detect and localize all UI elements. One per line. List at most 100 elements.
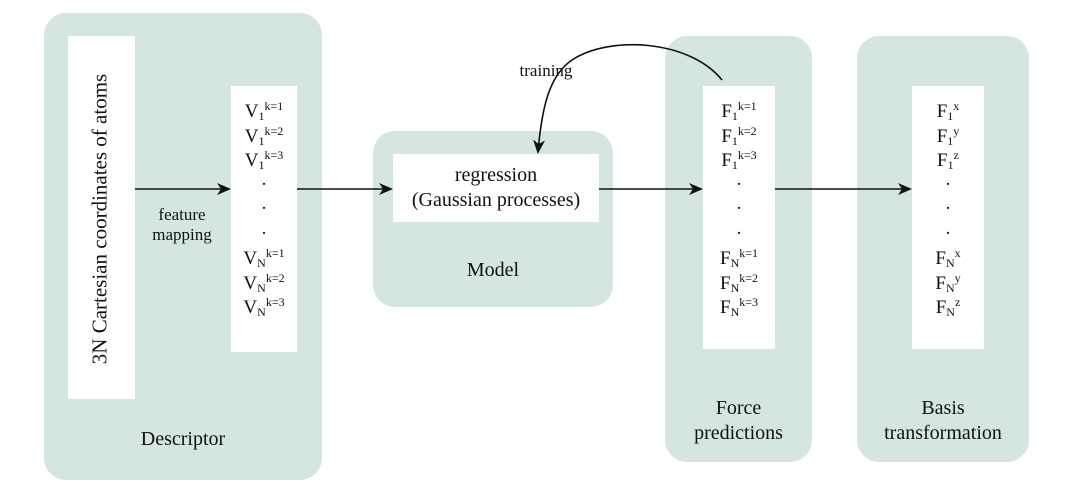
force-vector-ellipsis-dot: . bbox=[736, 217, 742, 239]
descriptor-vector-superscript: k=1 bbox=[265, 246, 285, 260]
basis-vector-superscript: z bbox=[953, 148, 959, 162]
force-vector-superscript: k=1 bbox=[739, 246, 759, 260]
basis-vector-symbol: F bbox=[936, 101, 948, 122]
descriptor-vector-superscript: k=1 bbox=[264, 99, 284, 113]
coordinates-input-box bbox=[68, 36, 135, 399]
force-vector-component: FNk=2 bbox=[719, 266, 759, 295]
feature-mapping-line2: mapping bbox=[152, 225, 212, 244]
descriptor-vector-subscript: N bbox=[257, 305, 266, 319]
basis-vector-ellipsis-dot: . bbox=[945, 217, 951, 239]
basis-vector-symbol: F bbox=[936, 125, 948, 147]
descriptor-vector-symbol: V bbox=[243, 248, 258, 269]
descriptor-vector-symbol: V bbox=[244, 125, 259, 147]
basis-vector-ellipsis-dot: . bbox=[945, 168, 951, 190]
basis-vector-subscript: N bbox=[945, 280, 955, 295]
force-vector-ellipsis-dot: . bbox=[736, 193, 742, 214]
feature-mapping-line1: feature bbox=[158, 205, 206, 224]
force-vector-subscript: N bbox=[730, 305, 740, 319]
descriptor-vector-component: V1k=2 bbox=[244, 119, 284, 148]
basis-vector-ellipsis-dot: . bbox=[945, 193, 951, 214]
force-vector-subscript: 1 bbox=[731, 133, 738, 148]
descriptor-vector-superscript: k=2 bbox=[265, 270, 285, 285]
force-vector-symbol: F bbox=[719, 248, 731, 269]
basis-vector-component: F1y bbox=[936, 119, 960, 148]
basis-vector-superscript: x bbox=[954, 246, 961, 260]
basis-vector-component: F1x bbox=[936, 94, 960, 123]
descriptor-vector-component: VNk=2 bbox=[243, 266, 285, 295]
force-vector-component: F1k=2 bbox=[721, 119, 757, 148]
descriptor-vector-ellipsis-dot: . bbox=[261, 168, 267, 190]
basis-vector: F1x F1y F1z... FNx FNy FNz bbox=[912, 94, 984, 319]
model-title: Model bbox=[466, 259, 520, 281]
force-vector-superscript: k=3 bbox=[737, 148, 757, 162]
force-vector-superscript: k=3 bbox=[739, 295, 759, 309]
force-vector-symbol: F bbox=[719, 272, 731, 294]
basis-vector-symbol: F bbox=[935, 272, 946, 294]
basis-vector-component: FNx bbox=[935, 241, 961, 270]
descriptor-vector-box bbox=[231, 86, 297, 352]
basis-vector-superscript: y bbox=[953, 123, 960, 138]
descriptor-vector-symbol: V bbox=[243, 272, 258, 294]
force-vector-box bbox=[703, 86, 775, 349]
descriptor-vector-subscript: 1 bbox=[258, 109, 265, 123]
descriptor-vector-component: V1k=1 bbox=[244, 94, 284, 123]
descriptor-vector-symbol: V bbox=[244, 101, 259, 122]
force-vector-symbol: F bbox=[721, 125, 732, 147]
force-vector-subscript: 1 bbox=[731, 158, 738, 172]
force-vector-component: FNk=1 bbox=[719, 241, 759, 270]
basis-vector-subscript: 1 bbox=[947, 158, 954, 172]
regression-line1: regression bbox=[454, 164, 538, 186]
descriptor-vector-component: VNk=3 bbox=[243, 290, 285, 319]
descriptor-title: Descriptor bbox=[140, 428, 226, 450]
descriptor-vector-symbol: V bbox=[243, 297, 258, 318]
descriptor-vector-subscript: 1 bbox=[258, 158, 265, 172]
basis-vector-symbol: F bbox=[937, 150, 948, 171]
basis-vector-subscript: N bbox=[946, 305, 955, 319]
basis-vector-superscript: y bbox=[954, 270, 961, 285]
training-label: training bbox=[519, 61, 573, 80]
descriptor-vector-superscript: k=3 bbox=[265, 295, 285, 309]
force-vector-subscript: N bbox=[730, 256, 740, 270]
descriptor-vector-ellipsis-dot: . bbox=[261, 217, 267, 239]
force-vector-superscript: k=2 bbox=[739, 270, 759, 285]
descriptor-vector-component: VNk=1 bbox=[243, 241, 285, 270]
descriptor-vector-superscript: k=3 bbox=[264, 148, 284, 162]
force-vector-component: F1k=1 bbox=[721, 94, 757, 123]
basis-vector-subscript: N bbox=[945, 256, 955, 270]
basis-vector-box bbox=[912, 86, 984, 349]
basis-vector-component: F1z bbox=[937, 143, 959, 172]
feature-mapping-label: feature mapping bbox=[141, 205, 223, 245]
force-title-line2: predictions bbox=[694, 422, 783, 444]
basis-vector-superscript: x bbox=[953, 99, 960, 113]
basis-transformation-title: Basis transformation bbox=[857, 396, 1029, 446]
basis-title-line2: transformation bbox=[884, 422, 1002, 444]
training-feedback-arrow bbox=[533, 43, 723, 154]
basis-vector-symbol: F bbox=[935, 297, 947, 318]
basis-vector-subscript: 1 bbox=[947, 133, 954, 148]
basis-vector-symbol: F bbox=[935, 248, 946, 269]
descriptor-vector-subscript: 1 bbox=[258, 133, 265, 148]
force-vector-symbol: F bbox=[721, 101, 732, 122]
descriptor-vector-symbol: V bbox=[244, 150, 259, 171]
force-vector-symbol: F bbox=[721, 150, 732, 171]
descriptor-vector-subscript: N bbox=[257, 280, 266, 295]
basis-vector-component: FNz bbox=[935, 290, 961, 319]
regression-line2: (Gaussian processes) bbox=[411, 189, 581, 211]
force-vector-superscript: k=1 bbox=[737, 99, 757, 113]
descriptor-vector-ellipsis-dot: . bbox=[261, 193, 267, 214]
force-vector-subscript: 1 bbox=[731, 109, 738, 123]
basis-title-line1: Basis bbox=[921, 397, 965, 419]
descriptor-vector-superscript: k=2 bbox=[264, 123, 284, 138]
basis-vector-superscript: z bbox=[954, 295, 961, 309]
regression-label: regression (Gaussian processes) bbox=[393, 163, 599, 213]
descriptor-vector-component: V1k=3 bbox=[244, 143, 284, 172]
basis-vector-subscript: 1 bbox=[947, 109, 954, 123]
force-vector: F1k=1 F1k=2 F1k=3... FNk=1 FNk=2 FNk=3 bbox=[703, 94, 775, 319]
regression-box bbox=[393, 154, 599, 222]
force-title-line1: Force bbox=[715, 397, 762, 419]
basis-vector-component: FNy bbox=[935, 266, 961, 295]
force-vector-superscript: k=2 bbox=[737, 123, 757, 138]
force-predictions-title: Force predictions bbox=[665, 396, 812, 446]
force-vector-symbol: F bbox=[719, 297, 731, 318]
